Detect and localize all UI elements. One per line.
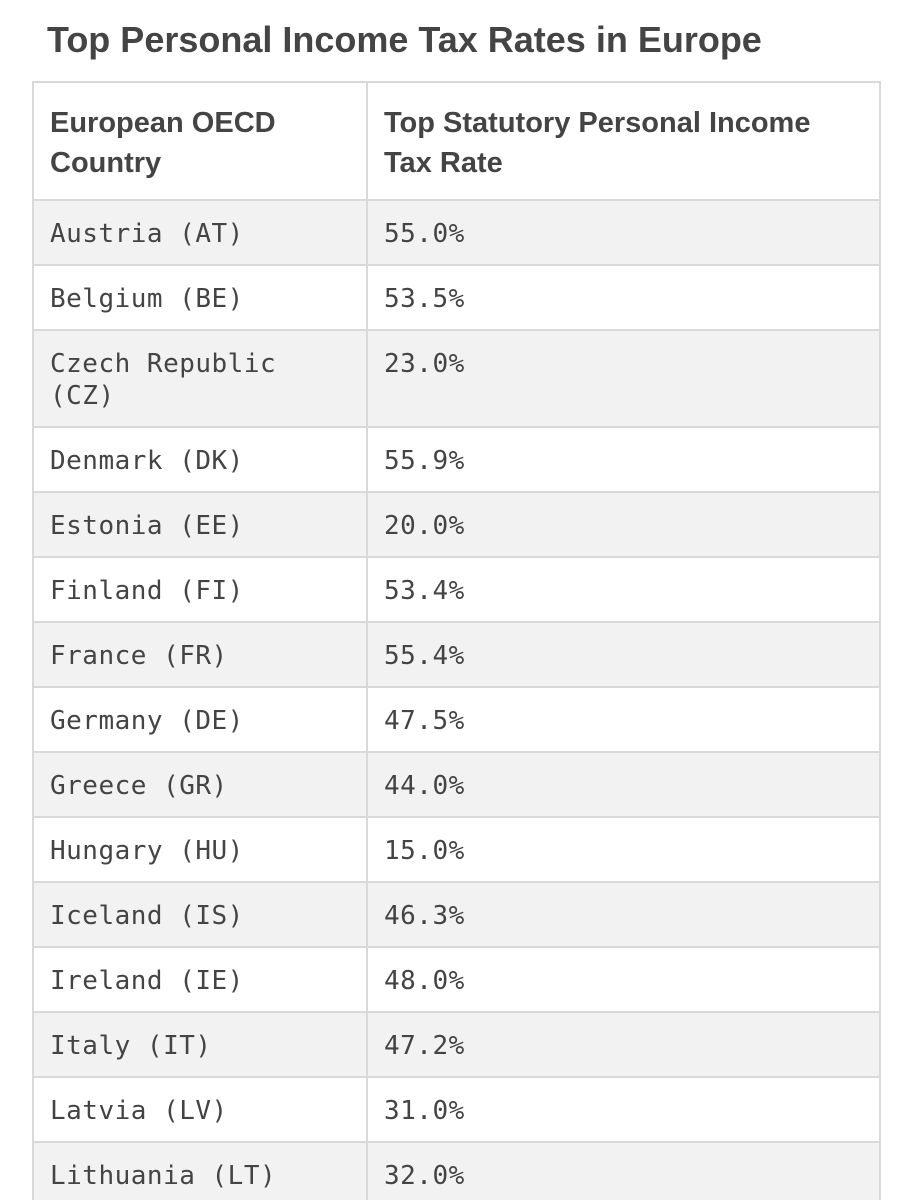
rate-cell: 53.5% bbox=[366, 264, 881, 331]
country-cell: Czech Republic (CZ) bbox=[32, 329, 368, 428]
table-row: Ireland (IE) 48.0% bbox=[32, 946, 881, 1013]
table-row: Austria (AT) 55.0% bbox=[32, 199, 881, 266]
country-cell: France (FR) bbox=[32, 621, 368, 688]
country-cell: Germany (DE) bbox=[32, 686, 368, 753]
column-header-country: European OECD Country bbox=[32, 81, 368, 201]
country-cell: Lithuania (LT) bbox=[32, 1141, 368, 1200]
country-cell: Denmark (DK) bbox=[32, 426, 368, 493]
tax-rate-table: European OECD Country Top Statutory Pers… bbox=[32, 81, 881, 1200]
table-row: Czech Republic (CZ) 23.0% bbox=[32, 329, 881, 428]
rate-cell: 44.0% bbox=[366, 751, 881, 818]
table-row: Belgium (BE) 53.5% bbox=[32, 264, 881, 331]
table-header-row: European OECD Country Top Statutory Pers… bbox=[32, 81, 881, 201]
table-row: Hungary (HU) 15.0% bbox=[32, 816, 881, 883]
table-row: Latvia (LV) 31.0% bbox=[32, 1076, 881, 1143]
rate-cell: 31.0% bbox=[366, 1076, 881, 1143]
table-row: Germany (DE) 47.5% bbox=[32, 686, 881, 753]
rate-cell: 55.4% bbox=[366, 621, 881, 688]
table-row: Iceland (IS) 46.3% bbox=[32, 881, 881, 948]
column-header-rate: Top Statutory Personal Income Tax Rate bbox=[366, 81, 881, 201]
country-cell: Austria (AT) bbox=[32, 199, 368, 266]
country-cell: Iceland (IS) bbox=[32, 881, 368, 948]
table-row: Lithuania (LT) 32.0% bbox=[32, 1141, 881, 1200]
country-cell: Ireland (IE) bbox=[32, 946, 368, 1013]
rate-cell: 47.2% bbox=[366, 1011, 881, 1078]
country-cell: Hungary (HU) bbox=[32, 816, 368, 883]
rate-cell: 15.0% bbox=[366, 816, 881, 883]
rate-cell: 20.0% bbox=[366, 491, 881, 558]
country-cell: Finland (FI) bbox=[32, 556, 368, 623]
country-cell: Estonia (EE) bbox=[32, 491, 368, 558]
rate-cell: 23.0% bbox=[366, 329, 881, 428]
rate-cell: 48.0% bbox=[366, 946, 881, 1013]
rate-cell: 47.5% bbox=[366, 686, 881, 753]
country-cell: Italy (IT) bbox=[32, 1011, 368, 1078]
table-row: France (FR) 55.4% bbox=[32, 621, 881, 688]
rate-cell: 53.4% bbox=[366, 556, 881, 623]
page-title: Top Personal Income Tax Rates in Europe bbox=[47, 19, 762, 60]
table-row: Greece (GR) 44.0% bbox=[32, 751, 881, 818]
table-row: Estonia (EE) 20.0% bbox=[32, 491, 881, 558]
country-cell: Greece (GR) bbox=[32, 751, 368, 818]
rate-cell: 55.9% bbox=[366, 426, 881, 493]
rate-cell: 46.3% bbox=[366, 881, 881, 948]
country-cell: Latvia (LV) bbox=[32, 1076, 368, 1143]
table-row: Finland (FI) 53.4% bbox=[32, 556, 881, 623]
table-row: Italy (IT) 47.2% bbox=[32, 1011, 881, 1078]
country-cell: Belgium (BE) bbox=[32, 264, 368, 331]
table-body: Austria (AT) 55.0% Belgium (BE) 53.5% Cz… bbox=[32, 199, 881, 1200]
rate-cell: 55.0% bbox=[366, 199, 881, 266]
table-row: Denmark (DK) 55.9% bbox=[32, 426, 881, 493]
rate-cell: 32.0% bbox=[366, 1141, 881, 1200]
